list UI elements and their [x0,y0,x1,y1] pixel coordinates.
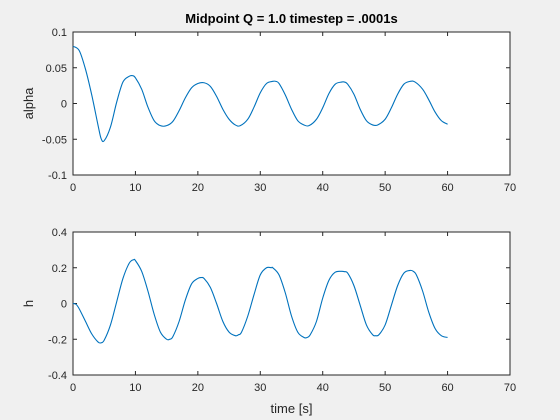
alpha-ytick-label: -0.1 [48,170,67,182]
h-series-line [72,258,448,344]
h-ytick-label: -0.2 [48,334,67,346]
h-yticks: -0.4 -0.2 0 0.2 0.4 [48,227,510,382]
alpha-axes-background [72,31,511,176]
chart-title: Midpoint Q = 1.0 timestep = .0001s [185,11,397,26]
alpha-xtick-label: 50 [379,182,391,194]
alpha-ytick-label: 0.05 [46,63,67,75]
h-series [72,258,448,344]
h-ytick-label: 0.2 [52,263,67,275]
h-xtick-label: 50 [379,382,391,394]
alpha-xtick-label: 0 [70,182,76,194]
alpha-series [72,45,448,143]
alpha-xtick-label: 20 [192,182,204,194]
alpha-ytick-label: -0.05 [42,134,67,146]
h-ytick-label: 0.4 [52,227,67,239]
h-xticks: 0 10 20 30 40 50 60 70 [70,232,516,394]
h-xtick-label: 20 [192,382,204,394]
alpha-ytick-label: 0.1 [52,27,67,39]
alpha-ytick-label: 0 [61,99,67,111]
alpha-axes: Midpoint Q = 1.0 timestep = .0001s alpha… [21,11,516,194]
h-xtick-label: 70 [504,382,516,394]
alpha-yticks: -0.1 -0.05 0 0.05 0.1 [42,27,510,182]
alpha-xtick-label: 10 [129,182,141,194]
alpha-xticks: 0 10 20 30 40 50 60 70 [70,32,516,194]
h-axes: h time [s] 0 10 20 30 40 50 60 70 -0.4-0.200.20… [21,227,516,416]
h-xtick-label: 40 [317,382,329,394]
alpha-xtick-label: 40 [317,182,329,194]
h-xtick-label: 30 [254,382,266,394]
alpha-xtick-label: 60 [441,182,453,194]
alpha-ylabel: alpha [21,87,36,120]
h-axes-background [72,231,511,376]
alpha-xtick-label: 70 [504,182,516,194]
h-ytick-label: 0 [61,299,67,311]
h-ytick-label: -0.4 [48,370,67,382]
alpha-series-line [72,45,448,143]
alpha-xtick-label: 30 [254,182,266,194]
h-ylabel: h [21,300,36,307]
h-xtick-label: 0 [70,382,76,394]
h-xtick-label: 10 [129,382,141,394]
h-xtick-label: 60 [441,382,453,394]
time-xlabel: time [s] [271,401,313,416]
